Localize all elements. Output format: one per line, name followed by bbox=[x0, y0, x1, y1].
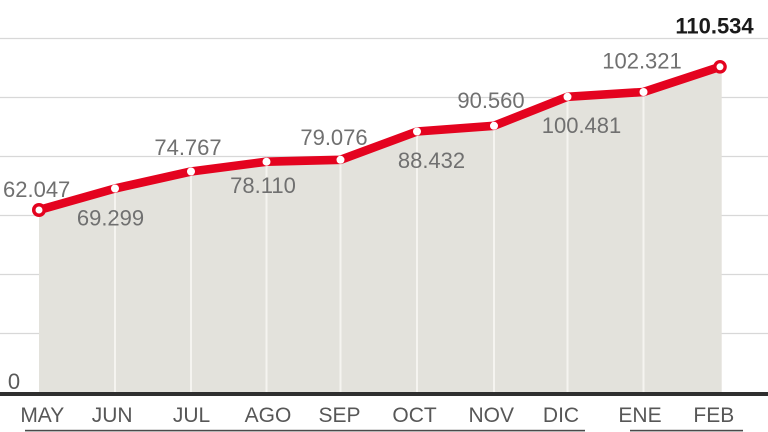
svg-text:DIC: DIC bbox=[543, 404, 579, 427]
svg-text:102.321: 102.321 bbox=[602, 49, 682, 74]
svg-text:JUL: JUL bbox=[173, 404, 210, 427]
svg-text:SEP: SEP bbox=[318, 404, 360, 427]
svg-text:ENE: ENE bbox=[618, 404, 661, 427]
svg-text:FEB: FEB bbox=[693, 404, 734, 427]
svg-text:62.047: 62.047 bbox=[3, 177, 70, 202]
svg-text:88.432: 88.432 bbox=[398, 148, 465, 173]
svg-text:JUN: JUN bbox=[92, 404, 133, 427]
svg-text:110.534: 110.534 bbox=[675, 14, 754, 39]
svg-text:OCT: OCT bbox=[392, 404, 437, 427]
svg-text:0: 0 bbox=[8, 369, 20, 394]
svg-text:MAY: MAY bbox=[20, 404, 64, 427]
svg-text:100.481: 100.481 bbox=[542, 113, 622, 138]
svg-text:78.110: 78.110 bbox=[230, 173, 296, 198]
svg-text:69.299: 69.299 bbox=[77, 206, 144, 231]
svg-text:NOV: NOV bbox=[468, 404, 514, 427]
svg-text:AGO: AGO bbox=[245, 404, 292, 427]
svg-text:74.767: 74.767 bbox=[154, 135, 221, 160]
svg-text:90.560: 90.560 bbox=[457, 88, 524, 113]
svg-text:79.076: 79.076 bbox=[300, 125, 367, 150]
